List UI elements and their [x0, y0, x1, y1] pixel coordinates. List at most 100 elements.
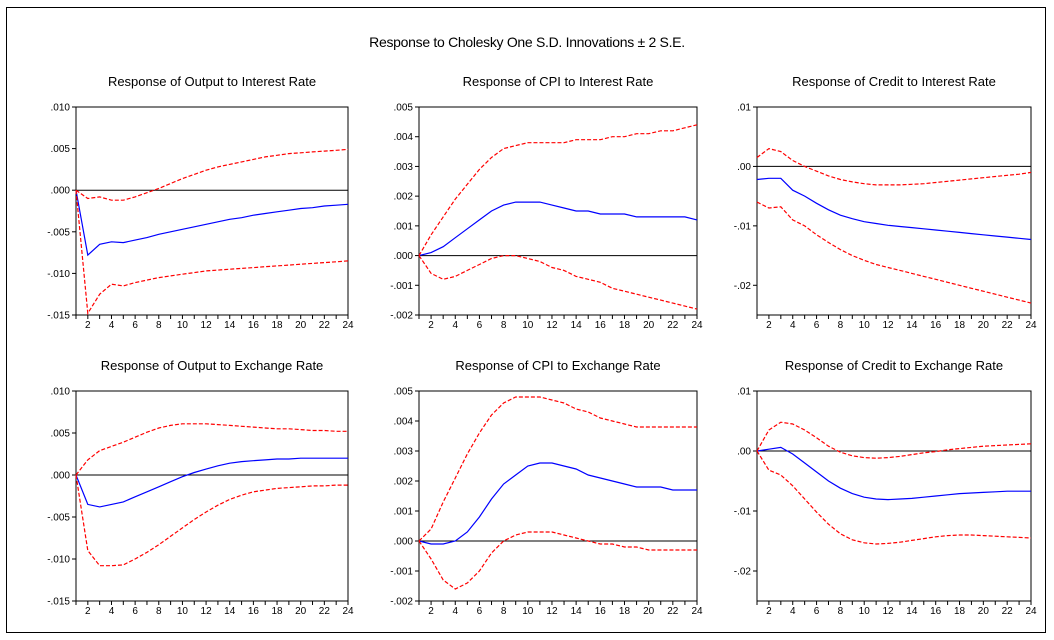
x-tick-label: 12: [882, 606, 894, 617]
x-tick-label: 6: [132, 320, 138, 331]
plot-frame: [75, 390, 349, 602]
y-tick-label: -.015: [47, 311, 70, 322]
y-tick-label: -.01: [734, 507, 752, 518]
y-tick-label: .004: [394, 132, 414, 143]
x-tick-label: 16: [930, 606, 942, 617]
confidence-band-upper: [418, 124, 698, 256]
chart-panel-6: Response of Credit to Exchange Rate .01 .0…: [734, 358, 1037, 617]
x-tick-label: 8: [501, 606, 507, 617]
panel-title: Response of Output to Exchange Rate: [101, 358, 324, 373]
confidence-band-upper: [756, 147, 1032, 186]
y-tick-label: -.001: [390, 567, 413, 578]
plot-frame: [418, 106, 698, 316]
x-tick-label: 6: [132, 606, 138, 617]
x-tick-label: 10: [859, 320, 871, 331]
x-tick-label: 20: [978, 320, 990, 331]
y-tick-label: .00: [737, 162, 751, 173]
y-tick-label: .000: [394, 251, 414, 262]
x-tick-label: 2: [766, 606, 772, 617]
y-tick-label: -.005: [47, 513, 70, 524]
x-tick-label: 20: [643, 606, 655, 617]
x-tick-label: 6: [477, 606, 483, 617]
y-tick-label: .003: [394, 447, 414, 458]
x-tick-label: 6: [814, 606, 820, 617]
confidence-band-lower: [418, 531, 697, 590]
x-tick-label: 12: [546, 606, 558, 617]
x-tick-label: 22: [1002, 320, 1014, 331]
plot-frame: [418, 390, 698, 602]
y-tick-label: .00: [737, 447, 751, 458]
x-tick-label: 16: [248, 320, 260, 331]
panel-title: Response of Credit to Interest Rate: [792, 74, 996, 89]
confidence-band-upper: [75, 148, 349, 201]
y-tick-label: .01: [737, 387, 751, 398]
x-tick-label: 24: [342, 320, 354, 331]
y-tick-label: .002: [394, 192, 414, 203]
confidence-band-upper: [756, 421, 1032, 459]
y-tick-label: -.002: [390, 597, 413, 608]
x-tick-label: 8: [501, 320, 507, 331]
x-tick-label: 4: [109, 320, 115, 331]
y-tick-label: .000: [51, 186, 71, 197]
x-tick-label: 4: [790, 606, 796, 617]
panel-title: Response of Credit to Exchange Rate: [785, 358, 1003, 373]
x-tick-label: 12: [882, 320, 894, 331]
x-tick-label: 22: [667, 606, 679, 617]
y-tick-label: -.015: [47, 597, 70, 608]
x-tick-label: 14: [906, 320, 918, 331]
y-tick-label: .005: [394, 103, 414, 114]
confidence-band-lower: [75, 474, 348, 567]
x-tick-label: 24: [1025, 606, 1037, 617]
x-tick-label: 6: [814, 320, 820, 331]
confidence-band-lower: [418, 255, 698, 310]
chart-panel-2: Response of CPI to Interest Rate .005 .004…: [390, 74, 703, 331]
y-tick-label: -.010: [47, 269, 70, 280]
x-tick-label: 22: [1002, 606, 1014, 617]
x-tick-label: 14: [224, 606, 236, 617]
x-tick-label: 10: [177, 606, 189, 617]
x-tick-label: 20: [978, 606, 990, 617]
x-tick-label: 12: [546, 320, 558, 331]
x-tick-label: 24: [342, 606, 354, 617]
x-tick-label: 8: [156, 606, 162, 617]
x-tick-label: 22: [319, 320, 331, 331]
x-tick-label: 12: [201, 320, 213, 331]
x-tick-label: 18: [954, 320, 966, 331]
response-line: [418, 462, 697, 545]
confidence-band-lower: [756, 201, 1032, 304]
y-tick-label: -.005: [47, 227, 70, 238]
x-tick-label: 18: [954, 606, 966, 617]
x-tick-label: 16: [595, 606, 607, 617]
y-tick-label: .005: [51, 429, 71, 440]
x-tick-label: 16: [930, 320, 942, 331]
y-tick-label: .005: [394, 387, 414, 398]
confidence-band-lower: [756, 450, 1032, 545]
confidence-band-upper: [418, 396, 697, 542]
x-tick-label: 24: [691, 320, 703, 331]
x-tick-label: 22: [667, 320, 679, 331]
x-tick-label: 18: [619, 320, 631, 331]
figure-title: Response to Cholesky One S.D. Innovation…: [369, 34, 685, 50]
panel-title: Response of CPI to Exchange Rate: [455, 358, 660, 373]
x-tick-label: 12: [201, 606, 213, 617]
chart-panel-1: Response of Output to Interest Rate .010.…: [47, 74, 354, 331]
x-tick-label: 18: [271, 320, 283, 331]
x-tick-label: 4: [790, 320, 796, 331]
x-tick-label: 14: [571, 320, 583, 331]
figure-frame: [6, 7, 1046, 633]
y-tick-label: .010: [51, 387, 71, 398]
x-tick-label: 10: [522, 320, 534, 331]
response-line: [75, 457, 348, 508]
chart-panel-3: Response of Credit to Interest Rate .01 .0…: [734, 74, 1037, 331]
plot-frame: [756, 106, 1032, 316]
x-tick-label: 10: [859, 606, 871, 617]
x-tick-label: 20: [295, 606, 307, 617]
y-tick-label: .004: [394, 417, 414, 428]
x-tick-label: 20: [295, 320, 307, 331]
x-tick-label: 4: [452, 606, 458, 617]
x-tick-label: 2: [428, 320, 434, 331]
x-tick-label: 24: [691, 606, 703, 617]
x-tick-label: 2: [428, 606, 434, 617]
y-tick-label: .01: [737, 103, 751, 114]
